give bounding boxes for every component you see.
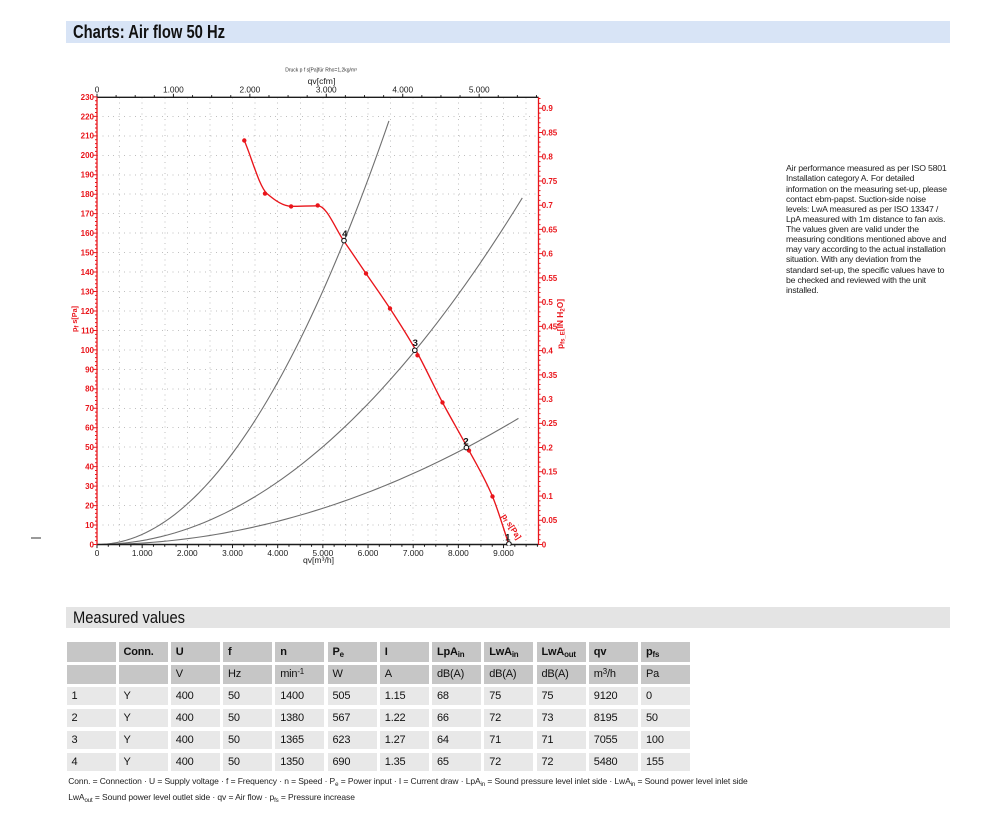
svg-text:0.9: 0.9	[542, 104, 554, 113]
svg-text:0.85: 0.85	[542, 128, 558, 137]
svg-text:220: 220	[81, 112, 95, 121]
svg-text:9.000: 9.000	[493, 548, 514, 558]
svg-text:2: 2	[463, 436, 468, 447]
svg-text:130: 130	[81, 287, 95, 296]
svg-text:0.25: 0.25	[542, 419, 558, 428]
svg-text:0.45: 0.45	[542, 322, 558, 331]
svg-text:3.000: 3.000	[316, 84, 337, 94]
svg-text:180: 180	[81, 190, 95, 199]
svg-text:5.000: 5.000	[313, 548, 334, 558]
svg-text:5.000: 5.000	[469, 84, 490, 94]
svg-text:110: 110	[81, 326, 94, 335]
svg-text:0.2: 0.2	[542, 443, 554, 452]
svg-text:pf s[Pa]: pf s[Pa]	[70, 306, 81, 332]
svg-text:3.000: 3.000	[222, 548, 243, 558]
svg-text:0.5: 0.5	[542, 298, 554, 307]
svg-text:2.000: 2.000	[240, 84, 261, 94]
svg-text:90: 90	[85, 365, 94, 374]
svg-text:140: 140	[81, 268, 95, 277]
svg-text:60: 60	[85, 424, 94, 433]
svg-text:30: 30	[85, 482, 94, 491]
svg-text:0.4: 0.4	[542, 347, 554, 356]
svg-text:0.6: 0.6	[542, 250, 554, 259]
svg-text:10: 10	[85, 521, 94, 530]
svg-text:0.8: 0.8	[542, 153, 554, 162]
svg-text:0.3: 0.3	[542, 395, 554, 404]
svg-text:150: 150	[81, 249, 95, 258]
svg-text:pfs_E[IN H2O]: pfs_E[IN H2O]	[555, 299, 567, 349]
svg-text:70: 70	[85, 404, 94, 413]
svg-text:170: 170	[81, 210, 95, 219]
svg-text:1.000: 1.000	[163, 84, 184, 94]
svg-text:0.05: 0.05	[542, 516, 558, 525]
svg-text:20: 20	[85, 501, 94, 510]
svg-text:2.000: 2.000	[177, 548, 198, 558]
svg-text:0: 0	[95, 84, 100, 94]
svg-text:120: 120	[81, 307, 95, 316]
svg-text:80: 80	[85, 385, 94, 394]
svg-text:7.000: 7.000	[403, 548, 424, 558]
svg-text:qv[cfm]: qv[cfm]	[308, 76, 336, 86]
svg-text:0.15: 0.15	[542, 468, 558, 477]
svg-text:200: 200	[81, 151, 95, 160]
svg-text:1.000: 1.000	[132, 548, 153, 558]
svg-text:0: 0	[542, 540, 547, 549]
svg-text:40: 40	[85, 463, 94, 472]
svg-text:100: 100	[81, 346, 95, 355]
svg-text:4.000: 4.000	[392, 84, 413, 94]
svg-text:4: 4	[342, 229, 348, 240]
svg-text:0.55: 0.55	[542, 274, 558, 283]
svg-text:0: 0	[95, 548, 100, 558]
svg-text:0.35: 0.35	[542, 371, 558, 380]
svg-text:190: 190	[81, 171, 95, 180]
svg-text:1: 1	[505, 533, 511, 544]
svg-text:0.1: 0.1	[542, 492, 554, 501]
svg-text:3: 3	[413, 338, 418, 349]
svg-text:8.000: 8.000	[448, 548, 469, 558]
svg-text:210: 210	[81, 132, 95, 141]
svg-text:160: 160	[81, 229, 95, 238]
svg-text:0: 0	[90, 540, 95, 549]
svg-text:0.7: 0.7	[542, 201, 554, 210]
svg-text:Druck p f s[Pa]für Rho=1,2kg/m: Druck p f s[Pa]für Rho=1,2kg/m³	[285, 68, 357, 74]
svg-text:0.65: 0.65	[542, 225, 558, 234]
svg-text:4.000: 4.000	[267, 548, 288, 558]
svg-text:50: 50	[85, 443, 94, 452]
svg-text:0.75: 0.75	[542, 177, 558, 186]
svg-text:230: 230	[81, 93, 95, 102]
svg-text:qv[m³/h]: qv[m³/h]	[303, 555, 334, 565]
svg-text:6.000: 6.000	[358, 548, 379, 558]
svg-text:pf s[Pa]: pf s[Pa]	[499, 512, 524, 542]
